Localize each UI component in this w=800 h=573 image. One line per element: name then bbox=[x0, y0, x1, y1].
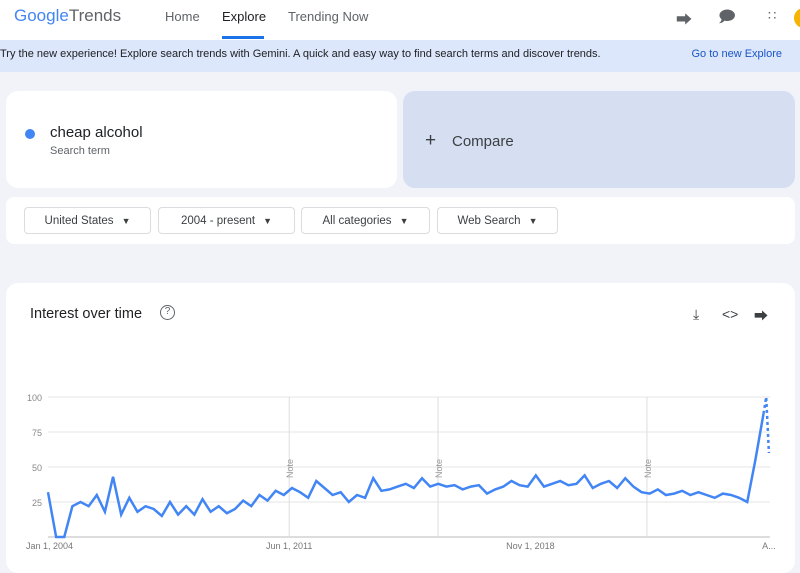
avatar[interactable] bbox=[794, 8, 800, 28]
banner-text: Try the new experience! Explore search t… bbox=[0, 48, 601, 60]
logo-trends: Trends bbox=[69, 6, 121, 25]
caret-down-icon: ▼ bbox=[400, 216, 409, 226]
filter-label: United States bbox=[45, 215, 114, 227]
search-type-filter[interactable]: Web Search ▼ bbox=[437, 207, 558, 234]
nav-home[interactable]: Home bbox=[165, 9, 200, 24]
time-filter[interactable]: 2004 - present ▼ bbox=[158, 207, 295, 234]
nav-active-indicator bbox=[222, 36, 264, 39]
new-experience-banner: Try the new experience! Explore search t… bbox=[0, 40, 800, 72]
filter-label: 2004 - present bbox=[181, 215, 255, 227]
filter-label: Web Search bbox=[458, 215, 521, 227]
share-icon[interactable]: ⮕ bbox=[676, 6, 692, 30]
logo-google: Google bbox=[14, 6, 69, 25]
interest-over-time-card bbox=[6, 283, 795, 573]
share-icon[interactable]: ⮕ bbox=[754, 306, 768, 326]
search-term[interactable]: cheap alcohol bbox=[50, 124, 143, 141]
term-color-dot bbox=[25, 129, 35, 139]
nav-trending-now[interactable]: Trending Now bbox=[288, 9, 368, 24]
caret-down-icon: ▼ bbox=[122, 216, 131, 226]
region-filter[interactable]: United States ▼ bbox=[24, 207, 151, 234]
caret-down-icon: ▼ bbox=[529, 216, 538, 226]
google-trends-logo[interactable]: GoogleTrends bbox=[14, 6, 121, 26]
chart-title: Interest over time bbox=[30, 306, 142, 322]
compare-label: Compare bbox=[452, 133, 514, 150]
apps-icon[interactable]: ∷ bbox=[768, 8, 776, 24]
embed-icon[interactable]: <> bbox=[722, 306, 738, 322]
download-icon[interactable]: ⤓ bbox=[693, 306, 699, 323]
feedback-icon[interactable]: 🗩 bbox=[718, 6, 736, 33]
category-filter[interactable]: All categories ▼ bbox=[301, 207, 430, 234]
filter-label: All categories bbox=[323, 215, 392, 227]
plus-icon: + bbox=[425, 130, 436, 152]
nav-explore[interactable]: Explore bbox=[222, 9, 266, 24]
top-bar: GoogleTrends Home Explore Trending Now ⮕… bbox=[0, 0, 800, 40]
caret-down-icon: ▼ bbox=[263, 216, 272, 226]
search-term-type: Search term bbox=[50, 145, 110, 157]
go-to-new-explore-link[interactable]: Go to new Explore bbox=[692, 48, 783, 60]
compare-button[interactable]: + Compare bbox=[403, 91, 795, 188]
help-icon[interactable]: ? bbox=[160, 305, 175, 320]
